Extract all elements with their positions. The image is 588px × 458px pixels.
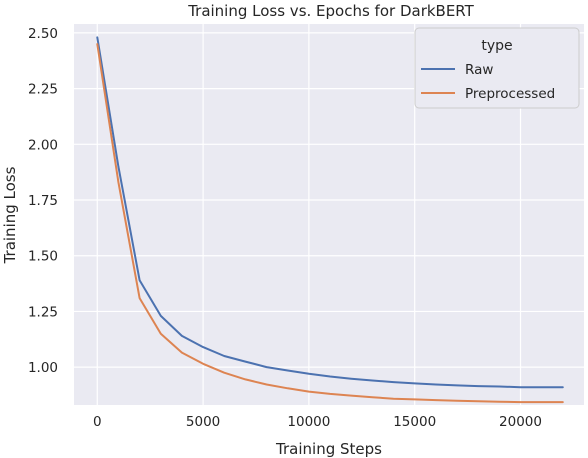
y-tick-label: 1.25	[28, 304, 58, 320]
y-tick-label: 2.00	[28, 137, 58, 153]
legend: type Raw Preprocessed	[414, 27, 580, 109]
legend-label-raw: Raw	[465, 62, 493, 78]
x-axis-ticks: 0 5000 10000 15000 20000	[93, 414, 542, 430]
x-tick-label: 15000	[393, 414, 436, 430]
legend-box	[414, 27, 580, 109]
y-tick-label: 2.25	[28, 82, 58, 98]
y-tick-label: 2.50	[28, 26, 58, 42]
y-tick-label: 1.00	[28, 360, 58, 376]
y-tick-label: 1.50	[28, 249, 58, 265]
x-axis-label: Training Steps	[275, 440, 382, 458]
x-tick-label: 20000	[499, 414, 542, 430]
x-tick-label: 0	[93, 414, 102, 430]
series-line-raw	[96, 36, 564, 389]
legend-title: type	[481, 38, 512, 54]
y-axis-label: Training Loss	[1, 166, 19, 264]
legend-label-preprocessed: Preprocessed	[465, 86, 555, 102]
series-line-preprocessed	[96, 43, 564, 404]
series-lines	[96, 36, 564, 404]
x-tick-label: 10000	[287, 414, 330, 430]
y-tick-label: 1.75	[28, 193, 58, 209]
y-axis-ticks: 1.00 1.25 1.50 1.75 2.00 2.25 2.50	[28, 26, 58, 376]
x-tick-label: 5000	[186, 414, 220, 430]
chart-title: Training Loss vs. Epochs for DarkBERT	[187, 2, 474, 20]
